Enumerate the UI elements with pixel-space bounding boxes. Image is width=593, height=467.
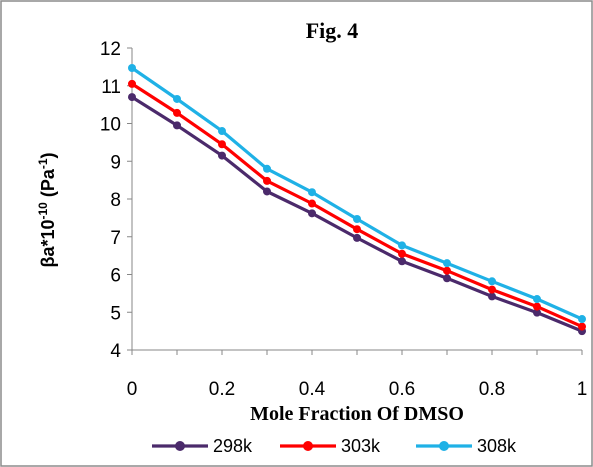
- legend-label: 308k: [477, 436, 517, 456]
- data-point-303k: [128, 79, 136, 88]
- series-303k: [128, 79, 586, 331]
- data-point-303k: [443, 266, 451, 275]
- data-point-298k: [173, 121, 181, 130]
- data-point-303k: [533, 302, 541, 311]
- legend: 298k 303k 308k: [152, 436, 517, 456]
- data-point-303k: [173, 108, 181, 117]
- y-tick-label: 5: [110, 303, 121, 324]
- data-point-308k: [578, 315, 586, 324]
- data-point-298k: [308, 209, 316, 218]
- data-point-308k: [353, 215, 361, 224]
- y-tick-label: 10: [100, 115, 121, 136]
- legend-label: 303k: [341, 436, 381, 456]
- data-point-298k: [128, 93, 136, 102]
- x-tick-label: 0: [127, 379, 138, 400]
- data-point-298k: [218, 151, 226, 160]
- data-point-308k: [173, 94, 181, 103]
- x-axis-label: Mole Fraction Of DMSO: [250, 403, 464, 425]
- y-axis-label-unit-exponent: -1: [36, 158, 50, 169]
- data-point-308k: [533, 295, 541, 304]
- x-tick-label: 1: [577, 379, 588, 400]
- legend-swatch-marker: [303, 441, 313, 451]
- data-point-308k: [443, 259, 451, 268]
- data-point-298k: [443, 274, 451, 283]
- plot-area: [128, 64, 586, 336]
- data-point-298k: [263, 187, 271, 196]
- data-point-298k: [398, 257, 406, 266]
- legend-swatch-marker: [175, 441, 185, 451]
- y-axis-label-close: ): [38, 152, 58, 158]
- legend-item-298k: 298k: [152, 436, 253, 456]
- y-tick-label: 4: [110, 341, 121, 362]
- series-298k: [128, 93, 586, 336]
- data-point-298k: [353, 233, 361, 242]
- data-point-298k: [533, 308, 541, 317]
- y-axis-label: βa*10-10 (Pa-1): [36, 152, 58, 267]
- data-point-308k: [308, 188, 316, 197]
- y-tick-label: 9: [110, 152, 121, 173]
- chart-title: Fig. 4: [306, 18, 359, 43]
- data-point-303k: [218, 140, 226, 149]
- data-point-303k: [398, 249, 406, 258]
- x-tick-label: 0.6: [389, 379, 415, 400]
- data-point-303k: [353, 225, 361, 234]
- data-point-303k: [308, 199, 316, 208]
- data-point-303k: [578, 322, 586, 331]
- y-axis-label-main: βa*10: [38, 220, 58, 268]
- data-point-303k: [488, 285, 496, 294]
- data-point-308k: [218, 127, 226, 136]
- data-point-308k: [263, 164, 271, 173]
- y-tick-label: 8: [110, 190, 121, 211]
- legend-item-308k: 308k: [416, 436, 517, 456]
- x-tick-label: 0.8: [479, 379, 505, 400]
- data-point-308k: [398, 241, 406, 250]
- legend-label: 298k: [213, 436, 253, 456]
- y-axis-label-exponent: -10: [36, 202, 50, 220]
- series-308k: [128, 64, 586, 324]
- x-tick-label: 0.4: [299, 379, 326, 400]
- svg-text:βa*10-10 (Pa-1): βa*10-10 (Pa-1): [36, 152, 58, 267]
- data-point-298k: [488, 292, 496, 301]
- y-tick-label: 7: [110, 228, 121, 249]
- y-tick-label: 12: [100, 39, 121, 60]
- y-tick-label: 11: [101, 77, 121, 98]
- y-tick-label: 6: [110, 266, 121, 287]
- legend-item-303k: 303k: [280, 436, 381, 456]
- data-point-308k: [488, 277, 496, 286]
- data-point-303k: [263, 176, 271, 185]
- y-axis-label-unit: (Pa: [38, 168, 58, 202]
- data-point-308k: [128, 64, 136, 73]
- x-tick-label: 0.2: [209, 379, 235, 400]
- legend-swatch-marker: [439, 441, 449, 451]
